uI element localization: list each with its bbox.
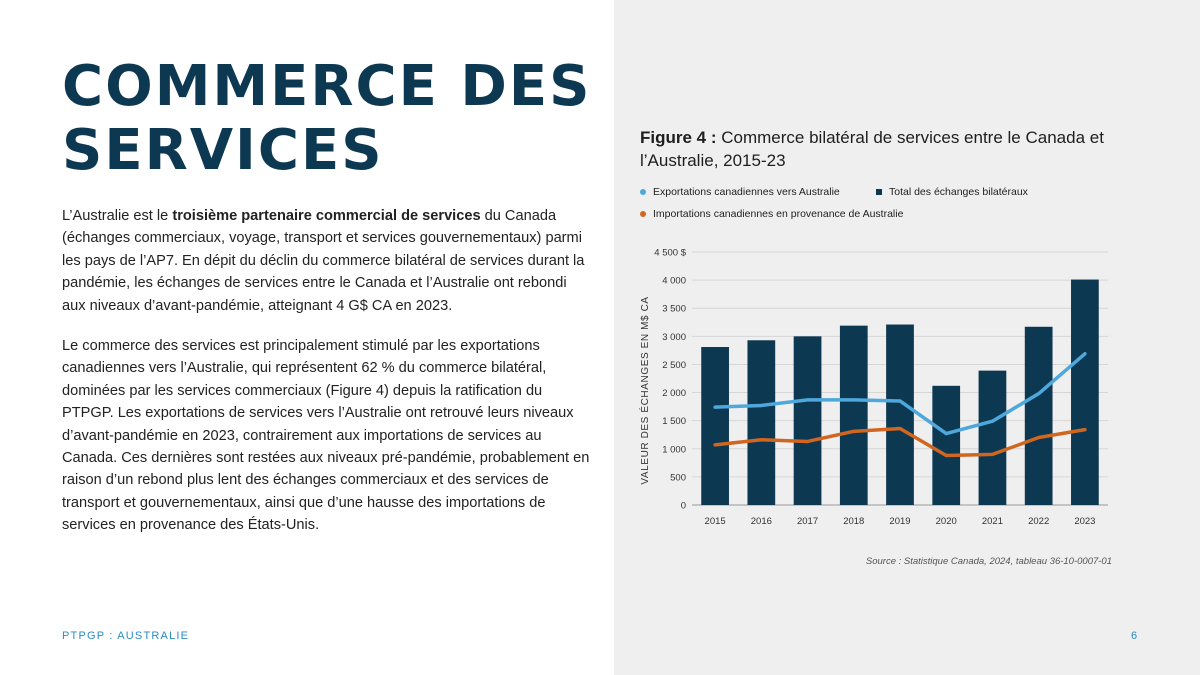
page-number: 6 xyxy=(1131,630,1138,642)
footer-section-label: PTPGP : AUSTRALIE xyxy=(62,630,190,642)
x-tick-label: 2015 xyxy=(705,516,726,527)
figure-caption: Commerce bilatéral de services entre le … xyxy=(640,128,1104,170)
legend-swatch-imports xyxy=(640,211,646,217)
x-tick-label: 2017 xyxy=(797,516,818,527)
bar-total-2016 xyxy=(747,340,776,505)
paragraph-1: L’Australie est le troisième partenaire … xyxy=(62,205,592,317)
paragraph-1-start: L’Australie est le xyxy=(62,208,173,224)
figure-title: Figure 4 : Commerce bilatéral de service… xyxy=(640,126,1110,172)
y-tick-label: 1 500 xyxy=(662,416,686,427)
page-title-line-1: COMMERCE DES xyxy=(62,54,592,119)
x-tick-label: 2016 xyxy=(751,516,772,527)
y-axis-label: VALEUR DES ÉCHANGES EN M$ CA xyxy=(638,296,651,484)
x-tick-label: 2023 xyxy=(1074,516,1095,527)
body-text: L’Australie est le troisième partenaire … xyxy=(62,205,592,555)
y-tick-label: 4 000 xyxy=(662,276,686,287)
bar-total-2018 xyxy=(839,325,868,505)
paragraph-1-emphasis: troisième partenaire commercial de servi… xyxy=(172,208,481,224)
figure-source: Source : Statistique Canada, 2024, table… xyxy=(865,556,1112,567)
legend-label-total: Total des échanges bilatéraux xyxy=(889,186,1028,198)
legend-item-imports: Importations canadiennes en provenance d… xyxy=(640,208,903,220)
x-tick-label: 2021 xyxy=(982,516,1003,527)
legend-item-exports: Exportations canadiennes vers Australie xyxy=(640,186,840,198)
page-title-line-2: SERVICES xyxy=(62,118,384,183)
legend-swatch-total xyxy=(876,189,882,195)
bar-total-2019 xyxy=(886,324,914,505)
y-tick-label: 2 000 xyxy=(662,388,686,399)
legend-label-imports: Importations canadiennes en provenance d… xyxy=(653,208,904,220)
bar-total-2017 xyxy=(793,336,822,505)
y-tick-label: 2 500 xyxy=(662,360,686,371)
bar-total-2022 xyxy=(1024,326,1053,505)
x-tick-label: 2018 xyxy=(843,516,864,527)
x-tick-label: 2020 xyxy=(936,516,957,527)
legend-item-total: Total des échanges bilatéraux xyxy=(876,186,1028,198)
page-title: COMMERCE DES SERVICES xyxy=(62,55,591,183)
y-tick-label: 3 500 xyxy=(662,304,686,315)
figure-label: Figure 4 : xyxy=(640,128,717,147)
y-tick-label: 500 xyxy=(670,472,686,483)
y-tick-label: 0 xyxy=(681,501,686,512)
x-tick-label: 2019 xyxy=(889,516,910,527)
legend-label-exports: Exportations canadiennes vers Australie xyxy=(653,186,840,198)
x-tick-label: 2022 xyxy=(1028,516,1049,527)
bar-total-2021 xyxy=(978,370,1007,505)
legend-swatch-exports xyxy=(640,189,646,195)
paragraph-1-end: du Canada (échanges commerciaux, voyage,… xyxy=(62,208,585,314)
y-tick-label: 3 000 xyxy=(662,332,686,343)
bar-total-2023 xyxy=(1071,279,1099,505)
y-tick-label: 1 000 xyxy=(662,444,686,455)
paragraph-2: Le commerce des services est principalem… xyxy=(62,338,590,534)
bar-total-2020 xyxy=(932,385,961,505)
bar-total-2015 xyxy=(701,347,729,505)
y-tick-label: 4 500 $ xyxy=(654,248,686,259)
